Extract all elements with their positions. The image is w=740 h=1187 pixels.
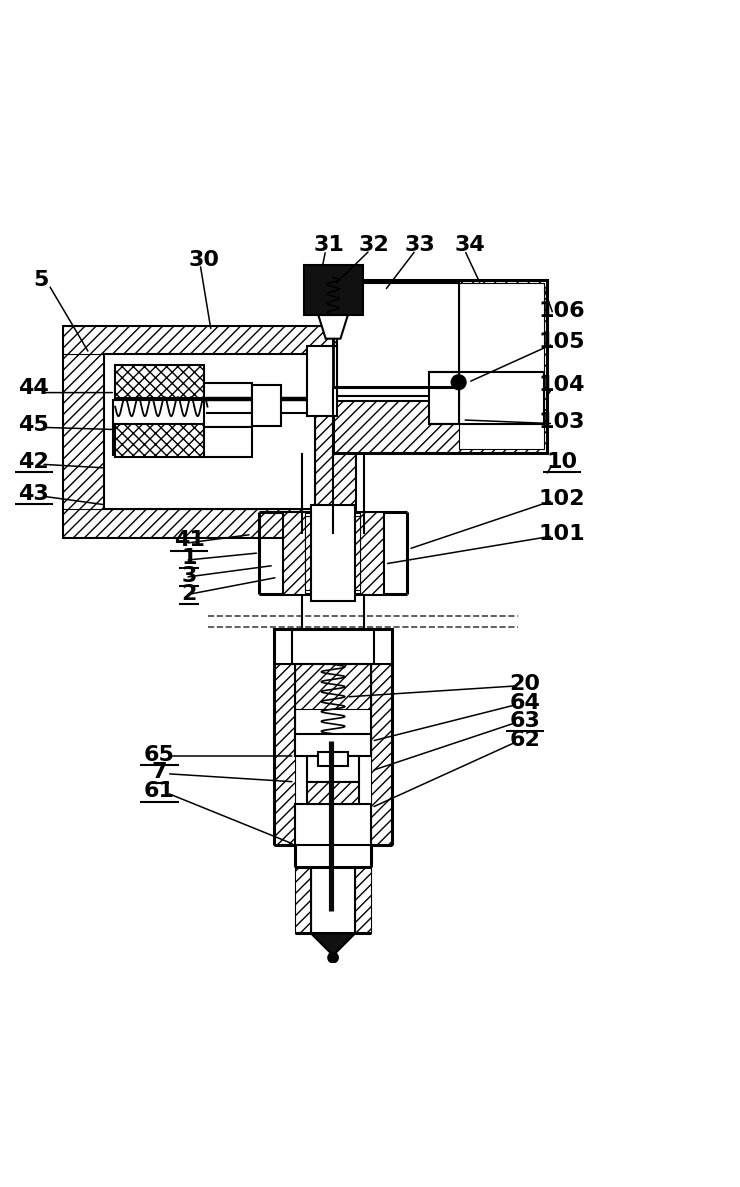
Bar: [292, 629, 374, 665]
Bar: [295, 867, 311, 933]
Bar: [314, 326, 355, 537]
Bar: [283, 513, 305, 594]
Polygon shape: [318, 315, 348, 338]
Bar: [295, 804, 371, 845]
Bar: [295, 665, 371, 709]
Bar: [307, 782, 359, 804]
Text: 30: 30: [188, 249, 219, 269]
Bar: [429, 372, 459, 424]
Text: 106: 106: [539, 301, 585, 322]
Text: 61: 61: [144, 781, 175, 801]
Text: 31: 31: [314, 235, 345, 255]
Bar: [295, 734, 371, 756]
Bar: [337, 284, 544, 331]
Bar: [311, 504, 355, 601]
Text: 103: 103: [539, 412, 585, 432]
Text: 62: 62: [510, 730, 540, 750]
Bar: [337, 284, 459, 401]
Bar: [115, 364, 204, 398]
Bar: [64, 326, 355, 354]
Text: 5: 5: [33, 269, 49, 290]
Bar: [305, 516, 360, 590]
Bar: [274, 665, 295, 845]
Text: 44: 44: [18, 379, 50, 398]
Text: 20: 20: [510, 673, 541, 693]
Text: 43: 43: [18, 484, 50, 503]
Bar: [283, 513, 383, 594]
Bar: [360, 513, 383, 594]
Text: 1: 1: [181, 548, 197, 569]
Text: 101: 101: [539, 525, 585, 545]
Bar: [204, 427, 252, 457]
Text: 102: 102: [539, 489, 585, 509]
Bar: [303, 265, 363, 315]
Text: 45: 45: [18, 415, 50, 436]
Text: 42: 42: [18, 452, 50, 472]
Circle shape: [328, 952, 338, 963]
Text: 105: 105: [539, 332, 585, 353]
Bar: [318, 753, 348, 766]
Bar: [204, 383, 252, 427]
Text: 3: 3: [181, 566, 197, 585]
Text: 7: 7: [152, 762, 167, 782]
Bar: [371, 665, 392, 845]
Text: 2: 2: [181, 584, 197, 603]
Bar: [252, 386, 281, 426]
Text: 104: 104: [539, 375, 585, 395]
Bar: [113, 400, 205, 456]
Text: 41: 41: [174, 531, 204, 551]
Bar: [104, 354, 314, 508]
Text: 33: 33: [405, 235, 436, 255]
Text: 63: 63: [510, 711, 540, 730]
Bar: [307, 756, 359, 782]
Polygon shape: [311, 933, 355, 956]
Bar: [307, 347, 337, 417]
Text: 10: 10: [546, 452, 578, 472]
Bar: [459, 284, 544, 450]
Circle shape: [451, 375, 466, 389]
Bar: [355, 867, 371, 933]
Bar: [292, 629, 374, 665]
Bar: [333, 280, 548, 453]
Bar: [274, 629, 392, 665]
Text: 64: 64: [510, 693, 540, 713]
Text: 65: 65: [144, 744, 175, 764]
Text: 32: 32: [358, 235, 389, 255]
Bar: [64, 508, 355, 537]
Text: 34: 34: [454, 235, 485, 255]
Bar: [64, 326, 104, 537]
Bar: [64, 326, 355, 537]
Bar: [115, 424, 204, 457]
